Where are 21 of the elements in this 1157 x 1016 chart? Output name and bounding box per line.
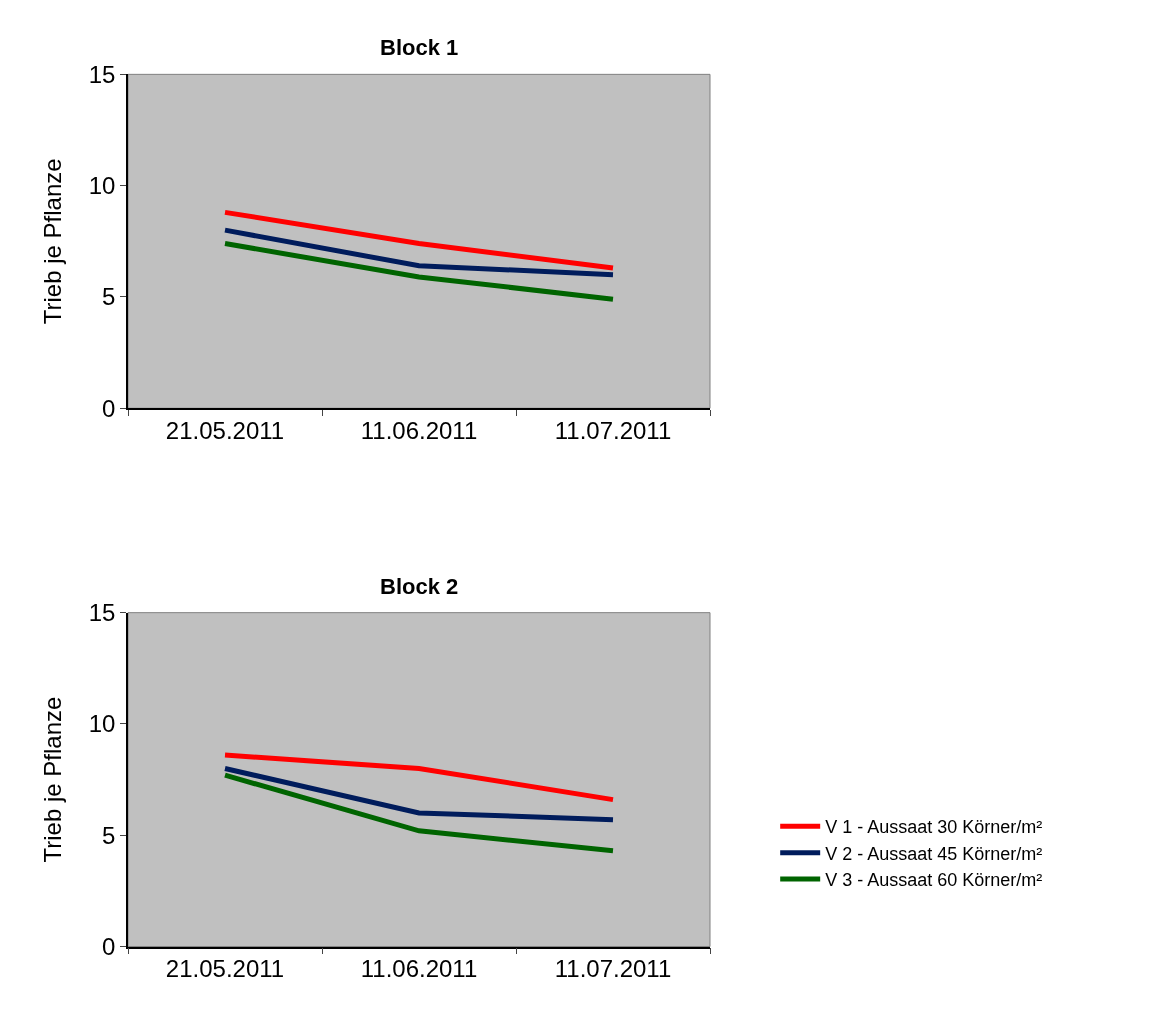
- y-tick-label: 5: [102, 821, 116, 849]
- legend-label: V 3 - Aussaat 60 Körner/m²: [825, 870, 1043, 891]
- chart-title: Block 1: [380, 35, 459, 60]
- x-tick-label: 11.07.2011: [554, 416, 672, 444]
- x-tick-label: 11.06.2011: [360, 416, 478, 444]
- y-tick-label: 15: [88, 60, 116, 88]
- chart-title: Block 2: [380, 574, 459, 599]
- x-tick-label: 21.05.2011: [165, 416, 285, 444]
- y-tick-label: 0: [102, 932, 116, 960]
- y-tick-label: 15: [88, 599, 116, 627]
- y-tick-label: 10: [88, 710, 116, 738]
- x-tick-label: 21.05.2011: [165, 955, 285, 983]
- legend-label: V 2 - Aussaat 45 Körner/m²: [825, 843, 1043, 864]
- y-tick-label: 5: [102, 283, 116, 311]
- y-axis-title: Trieb je Pflanze: [39, 696, 67, 863]
- x-tick-label: 11.07.2011: [554, 955, 672, 983]
- x-tick-label: 11.06.2011: [360, 955, 478, 983]
- y-axis-title: Trieb je Pflanze: [39, 158, 67, 325]
- legend-label: V 1 - Aussaat 30 Körner/m²: [825, 817, 1043, 838]
- y-tick-label: 10: [88, 172, 116, 200]
- y-tick-label: 0: [102, 394, 116, 422]
